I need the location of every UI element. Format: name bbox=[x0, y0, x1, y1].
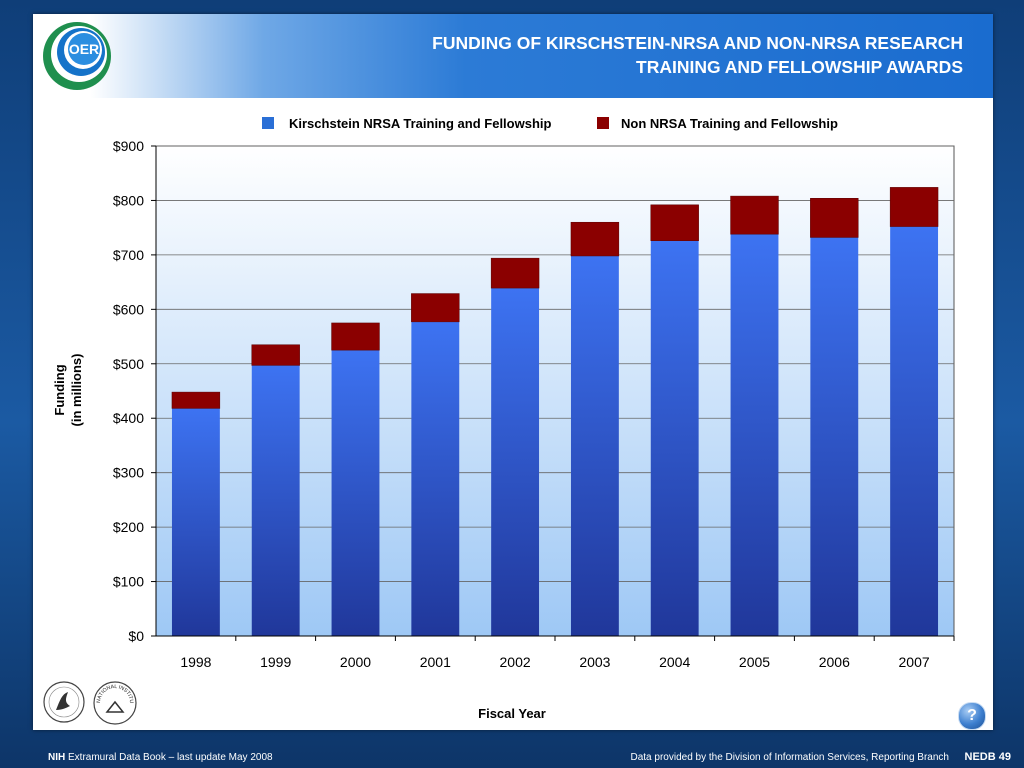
legend-swatch bbox=[262, 117, 274, 129]
x-tick-label: 2005 bbox=[739, 654, 770, 670]
bar-nrsa bbox=[570, 255, 619, 636]
y-tick-label: $900 bbox=[113, 138, 144, 154]
y-tick-label: $500 bbox=[113, 356, 144, 372]
footer-page-number: NEDB 49 bbox=[964, 751, 1011, 763]
x-tick-label: 2007 bbox=[899, 654, 930, 670]
footer-source: Data provided by the Division of Informa… bbox=[630, 752, 950, 763]
footer-nih: NIH bbox=[48, 752, 66, 763]
y-tick-label: $300 bbox=[113, 465, 144, 481]
y-tick-label: $800 bbox=[113, 192, 144, 208]
bar-nrsa bbox=[331, 350, 380, 636]
nih-seal-logo: NATIONAL INSTITUTES OF HEALTH bbox=[92, 680, 137, 725]
bar-non-nrsa bbox=[650, 204, 699, 241]
x-tick-labels: 1998 1999 2000 2001 2002 2003 2004 2005 2006 2007 bbox=[180, 654, 930, 670]
bar-non-nrsa bbox=[730, 195, 779, 235]
bar-nrsa bbox=[810, 237, 859, 636]
y-tick-label: $700 bbox=[113, 247, 144, 263]
bar-nrsa bbox=[491, 288, 540, 636]
x-tick-label: 2002 bbox=[500, 654, 531, 670]
y-axis-label-line2: (in millions) bbox=[69, 354, 84, 427]
bar-non-nrsa bbox=[889, 187, 939, 227]
x-tick-label: 2006 bbox=[819, 654, 850, 670]
footer-left: NIH Extramural Data Book – last update M… bbox=[48, 752, 273, 763]
title-line-2: TRAINING AND FELLOWSHIP AWARDS bbox=[636, 57, 963, 77]
x-axis-label: Fiscal Year bbox=[478, 706, 546, 721]
help-button[interactable]: ? bbox=[958, 702, 986, 730]
bar-nrsa bbox=[411, 321, 460, 636]
title-line-1: FUNDING OF KIRSCHSTEIN-NRSA AND NON-NRSA… bbox=[432, 33, 963, 53]
bar-nrsa bbox=[650, 240, 699, 636]
bar-non-nrsa bbox=[331, 322, 380, 351]
bar-non-nrsa bbox=[570, 221, 620, 257]
legend-swatch bbox=[597, 117, 609, 129]
bar-nrsa bbox=[251, 365, 300, 636]
bar-non-nrsa bbox=[411, 293, 460, 323]
y-tick-label: $600 bbox=[113, 301, 144, 317]
x-tick-label: 1999 bbox=[260, 654, 291, 670]
bar-non-nrsa bbox=[251, 344, 300, 366]
oer-logo-text: OER bbox=[69, 41, 99, 57]
y-tick-label: $100 bbox=[113, 574, 144, 590]
oer-logo: OER bbox=[43, 22, 111, 90]
legend-label: Non NRSA Training and Fellowship bbox=[621, 116, 838, 131]
x-tick-label: 2001 bbox=[420, 654, 451, 670]
y-tick-label: $200 bbox=[113, 519, 144, 535]
footer-book: Extramural Data Book – last update May 2… bbox=[65, 752, 273, 763]
hhs-seal-logo bbox=[43, 681, 85, 723]
x-tick-label: 2000 bbox=[340, 654, 371, 670]
header-banner: OER FUNDING OF KIRSCHSTEIN-NRSA AND NON-… bbox=[33, 14, 993, 98]
bar-non-nrsa bbox=[490, 257, 540, 289]
bars bbox=[171, 187, 939, 637]
legend-label: Kirschstein NRSA Training and Fellowship bbox=[289, 116, 552, 131]
x-tick-label: 2004 bbox=[659, 654, 690, 670]
bar-nrsa bbox=[171, 408, 220, 636]
y-tick-label: $0 bbox=[128, 628, 144, 644]
legend: Kirschstein NRSA Training and Fellowship… bbox=[262, 116, 838, 131]
x-tick-label: 1998 bbox=[180, 654, 211, 670]
bar-non-nrsa bbox=[810, 198, 859, 238]
bar-non-nrsa bbox=[171, 391, 221, 409]
bar-nrsa bbox=[730, 234, 779, 636]
y-axis-label-line1: Funding bbox=[52, 364, 67, 415]
page-title: FUNDING OF KIRSCHSTEIN-NRSA AND NON-NRSA… bbox=[323, 31, 963, 79]
y-tick-label: $400 bbox=[113, 410, 144, 426]
axes bbox=[151, 145, 955, 641]
x-tick-label: 2003 bbox=[579, 654, 610, 670]
bar-nrsa bbox=[890, 226, 939, 637]
y-tick-labels: $0 $100 $200 $300 $400 $500 $600 $700 $800 $900 bbox=[113, 138, 144, 644]
